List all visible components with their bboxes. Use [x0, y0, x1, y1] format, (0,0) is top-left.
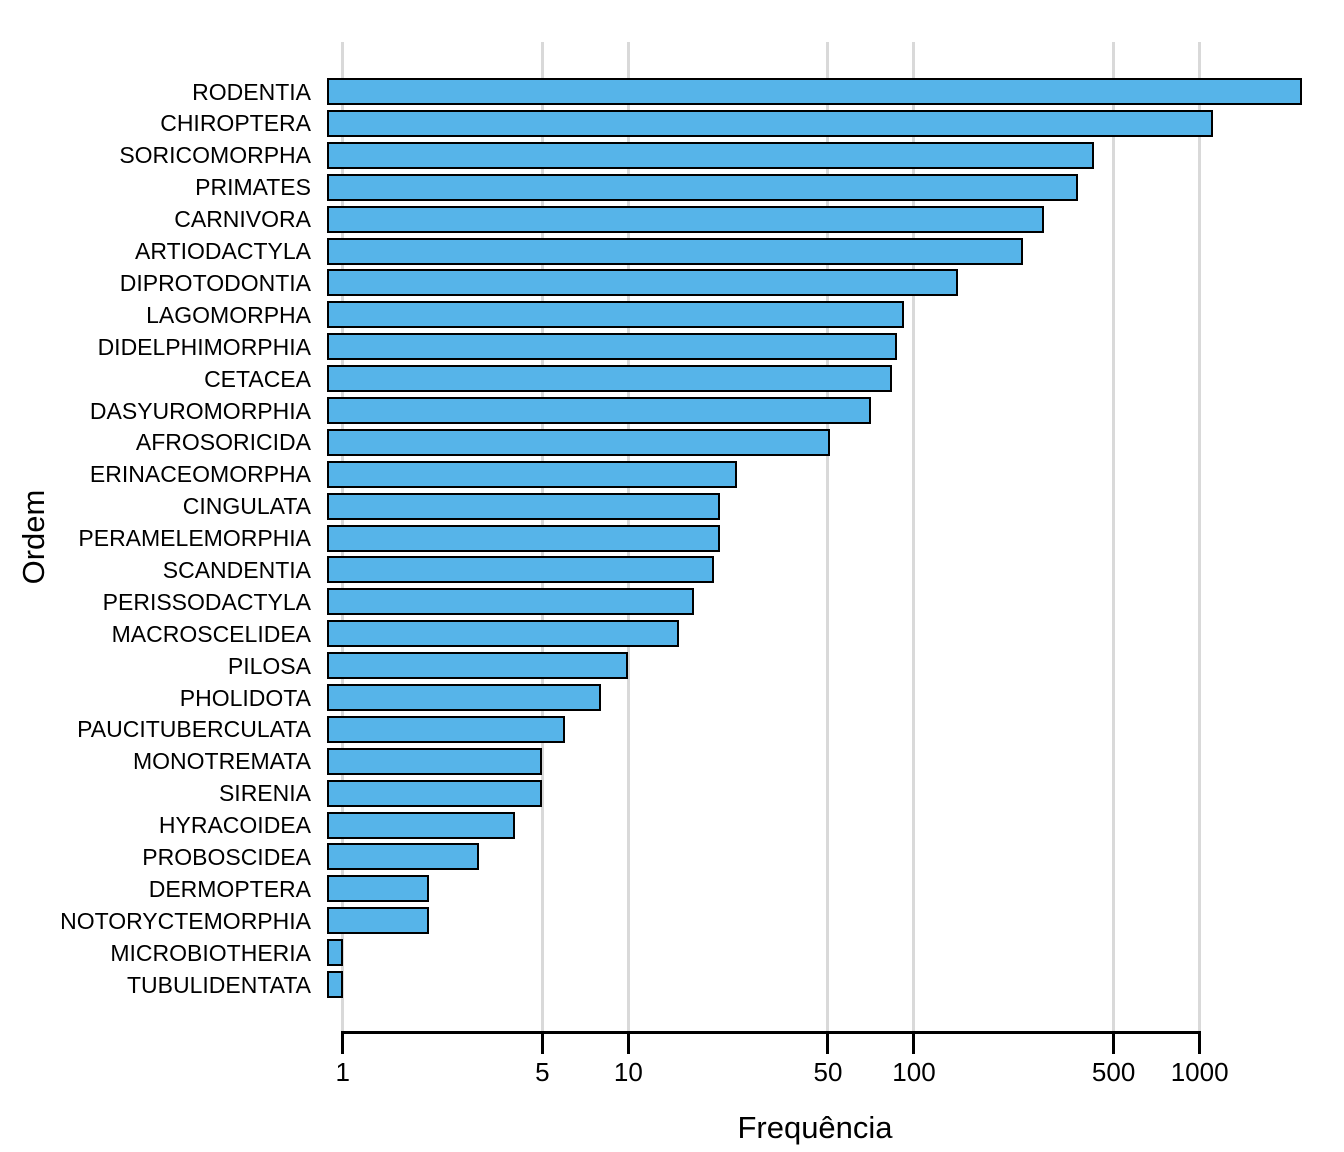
x-axis-tick-1	[341, 1034, 345, 1054]
category-label-pilosa: PILOSA	[227, 652, 311, 679]
bar-diprotodontia	[327, 269, 959, 297]
gridline-1000	[1198, 42, 1202, 1031]
bar-cingulata	[327, 492, 721, 520]
bar-rodentia	[327, 78, 1302, 106]
category-label-microbiotheria: MICROBIOTHERIA	[110, 939, 311, 966]
category-label-dermoptera: DERMOPTERA	[148, 875, 311, 902]
x-axis-tick-label-5: 5	[535, 1057, 550, 1087]
category-label-sirenia: SIRENIA	[218, 780, 311, 807]
category-label-monotremata: MONOTREMATA	[132, 748, 311, 775]
bar-tubulidentata	[327, 971, 343, 999]
category-label-peramelemorphia: PERAMELEMORPHIA	[78, 525, 311, 552]
category-label-cingulata: CINGULATA	[182, 493, 311, 520]
category-label-perissodactyla: PERISSODACTYLA	[102, 588, 311, 615]
x-axis-tick-1000	[1198, 1034, 1202, 1054]
category-label-proboscidea: PROBOSCIDEA	[142, 843, 311, 870]
bar-pilosa	[327, 652, 629, 680]
bar-carnivora	[327, 205, 1045, 233]
bar-monotremata	[327, 747, 543, 775]
bar-didelphimorphia	[327, 333, 897, 361]
x-axis-tick-label-1000: 1000	[1170, 1057, 1229, 1087]
x-axis-tick-50	[826, 1034, 830, 1054]
bar-dasyuromorphia	[327, 397, 872, 424]
x-axis-tick-label-500: 500	[1091, 1057, 1136, 1087]
category-label-diprotodontia: DIPROTODONTIA	[119, 269, 311, 296]
x-axis-tick-5	[540, 1034, 544, 1054]
bar-macroscelidea	[327, 620, 679, 648]
category-label-erinaceomorpha: ERINACEOMORPHA	[89, 461, 311, 488]
gridline-50	[826, 42, 830, 1031]
x-axis-title: Frequência	[737, 1110, 893, 1145]
category-label-notoryctemorphia: NOTORYCTEMORPHIA	[60, 907, 311, 934]
x-axis-line	[341, 1031, 1202, 1034]
x-axis-tick-label-50: 50	[813, 1057, 843, 1087]
x-axis-tick-label-10: 10	[613, 1057, 643, 1087]
bar-microbiotheria	[327, 939, 343, 967]
y-axis-title: Ordem	[16, 489, 51, 585]
category-label-macroscelidea: MACROSCELIDEA	[111, 620, 311, 647]
bar-hyracoidea	[327, 811, 515, 839]
category-label-dasyuromorphia: DASYUROMORPHIA	[89, 397, 311, 424]
category-label-hyracoidea: HYRACOIDEA	[158, 812, 311, 839]
x-axis-tick-label-1: 1	[335, 1057, 350, 1087]
x-axis-tick-100	[912, 1034, 916, 1054]
category-label-lagomorpha: LAGOMORPHA	[146, 301, 311, 328]
category-label-didelphimorphia: DIDELPHIMORPHIA	[97, 333, 311, 360]
bar-proboscidea	[327, 843, 479, 871]
bar-pholidota	[327, 684, 601, 711]
category-label-chiroptera: CHIROPTERA	[160, 110, 311, 137]
bar-afrosoricida	[327, 428, 831, 456]
bar-peramelemorphia	[327, 524, 721, 552]
category-label-artiodactyla: ARTIODACTYLA	[135, 238, 311, 265]
category-label-primates: PRIMATES	[195, 174, 311, 201]
x-axis-tick-500	[1112, 1034, 1116, 1054]
category-label-soricomorpha: SORICOMORPHA	[119, 142, 311, 169]
gridline-500	[1112, 42, 1116, 1031]
bar-artiodactyla	[327, 237, 1023, 265]
bar-erinaceomorpha	[327, 460, 737, 488]
bar-notoryctemorphia	[327, 907, 429, 935]
x-axis-tick-10	[626, 1034, 630, 1054]
category-label-carnivora: CARNIVORA	[174, 206, 311, 233]
category-label-rodentia: RODENTIA	[192, 78, 311, 105]
bar-perissodactyla	[327, 588, 695, 616]
bar-scandentia	[327, 556, 715, 584]
bar-sirenia	[327, 779, 543, 807]
bar-cetacea	[327, 365, 893, 393]
bar-lagomorpha	[327, 301, 904, 329]
category-label-scandentia: SCANDENTIA	[162, 556, 311, 583]
category-label-afrosoricida: AFROSORICIDA	[135, 429, 311, 456]
gridline-100	[912, 42, 916, 1031]
category-label-tubulidentata: TUBULIDENTATA	[126, 971, 311, 998]
bar-paucituberculata	[327, 715, 565, 743]
bar-primates	[327, 173, 1079, 201]
bar-dermoptera	[327, 875, 429, 903]
x-axis-tick-label-100: 100	[892, 1057, 936, 1087]
category-label-paucituberculata: PAUCITUBERCULATA	[77, 716, 311, 743]
bar-chiroptera	[327, 109, 1214, 137]
category-label-pholidota: PHOLIDOTA	[179, 684, 311, 711]
category-label-cetacea: CETACEA	[204, 365, 311, 392]
bar-soricomorpha	[327, 141, 1095, 169]
